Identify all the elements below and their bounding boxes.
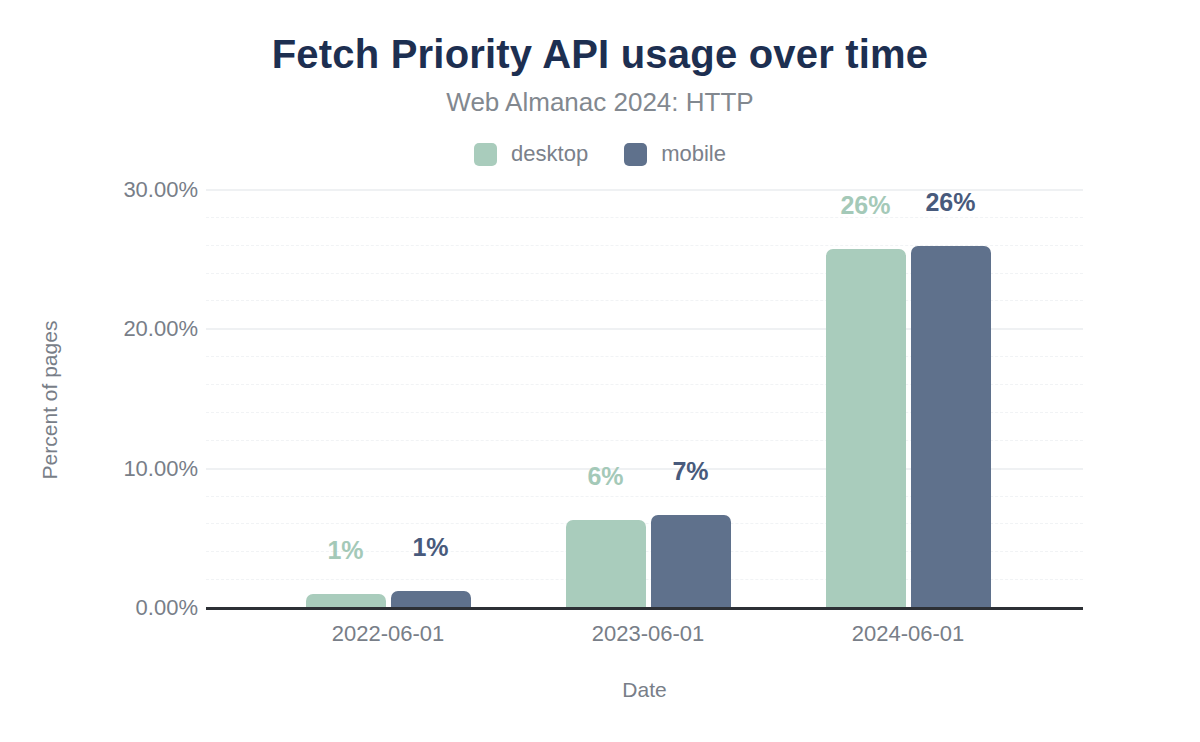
- y-tick-label: 0.00%: [8, 595, 198, 621]
- x-tick-label: 2022-06-01: [288, 621, 488, 647]
- plot-area: 0.00%10.00%20.00%30.00%1%1%2022-06-016%7…: [0, 0, 1200, 742]
- chart-figure: Fetch Priority API usage over time Web A…: [0, 0, 1200, 742]
- y-tick-label: 20.00%: [8, 316, 198, 342]
- y-tick-label: 30.00%: [8, 177, 198, 203]
- x-tick-label: 2023-06-01: [548, 621, 748, 647]
- x-tick-label: 2024-06-01: [808, 621, 1008, 647]
- bar-mobile-2023-06-01: [651, 515, 731, 608]
- x-axis-line: [206, 607, 1083, 610]
- y-axis-title: Percent of pages: [38, 290, 62, 510]
- y-tick-label: 10.00%: [8, 456, 198, 482]
- x-axis-title: Date: [545, 678, 745, 702]
- bar-mobile-2024-06-01: [911, 246, 991, 608]
- bar-value-label-mobile-2023-06-01: 7%: [631, 457, 751, 485]
- bar-value-label-mobile-2022-06-01: 1%: [371, 533, 491, 561]
- bar-desktop-2023-06-01: [566, 520, 646, 608]
- bar-mobile-2022-06-01: [391, 591, 471, 608]
- gridline-minor: [206, 217, 1083, 218]
- bar-desktop-2022-06-01: [306, 594, 386, 608]
- bar-value-label-mobile-2024-06-01: 26%: [891, 188, 1011, 216]
- bar-desktop-2024-06-01: [826, 249, 906, 608]
